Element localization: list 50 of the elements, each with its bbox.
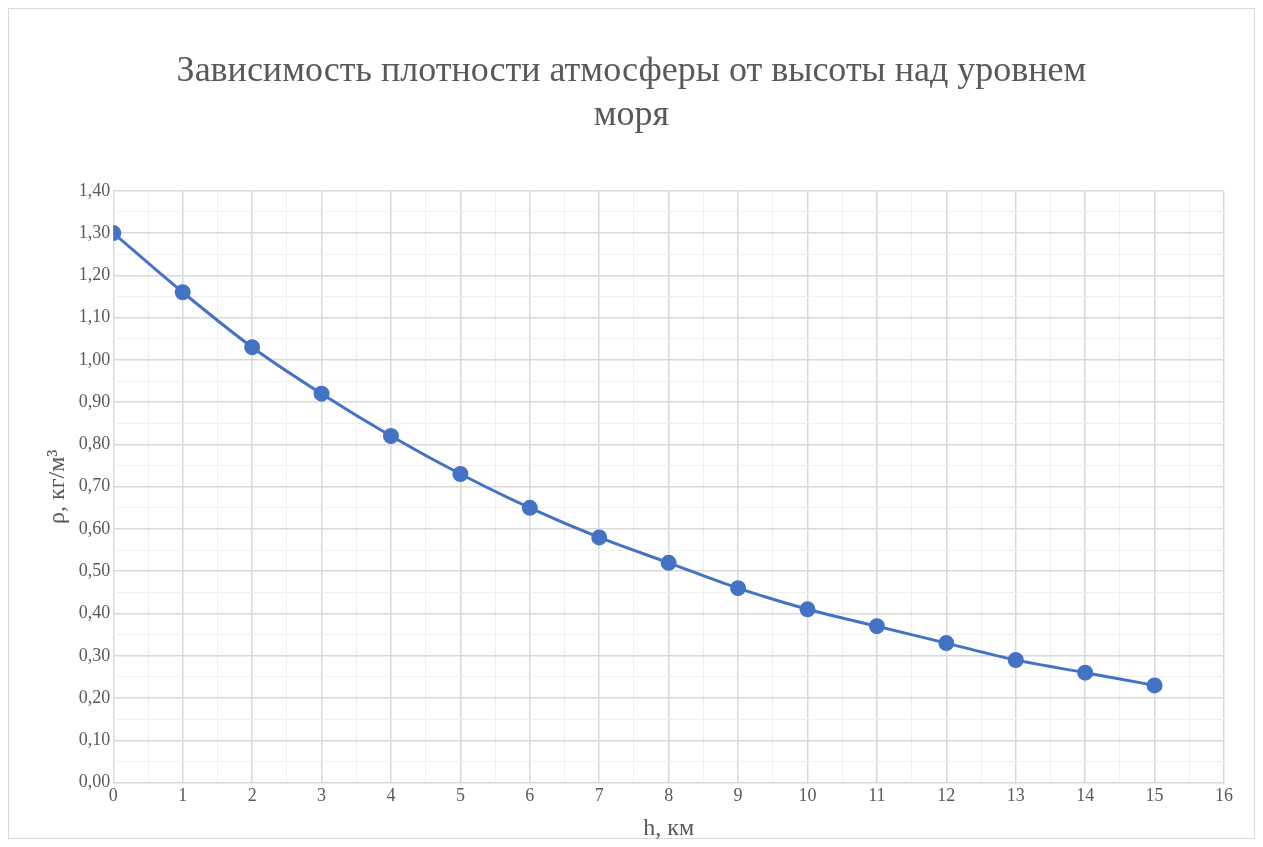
- y-tick-label: 0,30: [78, 644, 111, 665]
- point: [1146, 677, 1163, 694]
- x-tick-label: 8: [664, 785, 674, 806]
- y-tick-label: 0,20: [78, 686, 111, 707]
- x-tick-label: 12: [937, 785, 956, 806]
- x-tick-label: 6: [525, 785, 535, 806]
- x-tick-label: 10: [798, 785, 817, 806]
- y-tick-label: 1,20: [78, 264, 111, 285]
- x-tick-label: 9: [733, 785, 743, 806]
- x-tick-label: 5: [455, 785, 465, 806]
- y-tick-label: 0,10: [78, 729, 111, 750]
- y-tick-label: 0,90: [78, 390, 111, 411]
- y-tick-label: 1,00: [78, 348, 111, 369]
- x-tick-label: 13: [1006, 785, 1025, 806]
- x-tick-label: 14: [1076, 785, 1095, 806]
- point: [452, 466, 469, 483]
- x-tick-label: 2: [247, 785, 257, 806]
- x-axis-title: h, км: [643, 813, 695, 840]
- point: [799, 601, 816, 618]
- y-axis-title: ρ, кг/м³: [42, 449, 69, 524]
- point: [730, 580, 747, 597]
- x-tick-label: 0: [108, 785, 118, 806]
- point: [660, 554, 677, 571]
- y-tick-label: 1,30: [78, 221, 111, 242]
- point: [521, 499, 538, 516]
- x-tick-label: 4: [386, 785, 396, 806]
- point: [382, 427, 399, 444]
- y-tick-label: 0,80: [78, 433, 111, 454]
- y-tick-label: 0,70: [78, 475, 111, 496]
- x-tick-label: 1: [178, 785, 188, 806]
- point: [868, 618, 885, 635]
- y-tick-label: 0,40: [78, 602, 111, 623]
- x-tick-label: 15: [1145, 785, 1164, 806]
- point: [313, 385, 330, 402]
- x-tick-label: 3: [317, 785, 327, 806]
- x-tick-label: 16: [1215, 785, 1233, 806]
- y-tick-label: 0,50: [78, 559, 111, 580]
- y-tick-label: 0,00: [78, 771, 111, 792]
- x-tick-label: 11: [868, 785, 886, 806]
- y-tick-label: 1,40: [78, 179, 111, 200]
- point: [244, 339, 261, 356]
- point: [174, 284, 191, 301]
- y-tick-label: 1,10: [78, 306, 111, 327]
- chart-title: Зависимость плотности атмосферы от высоты над уровнем моря: [175, 48, 1088, 135]
- point: [591, 529, 608, 546]
- point: [938, 635, 955, 652]
- x-tick-label: 7: [594, 785, 604, 806]
- point: [1077, 664, 1094, 681]
- point: [1007, 652, 1024, 669]
- y-tick-label: 0,60: [78, 517, 111, 538]
